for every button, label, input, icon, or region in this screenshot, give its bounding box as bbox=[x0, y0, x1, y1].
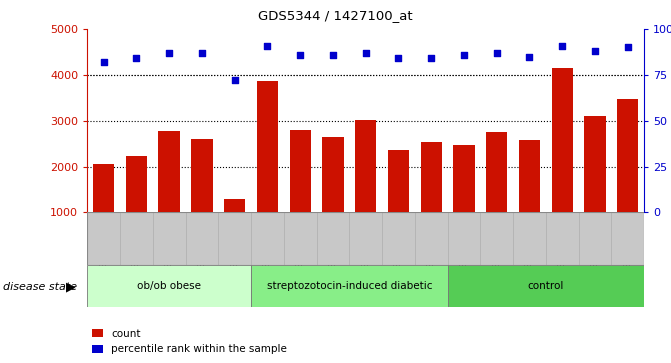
Point bbox=[229, 77, 240, 83]
Bar bbox=[546, 212, 578, 265]
Bar bbox=[153, 212, 185, 265]
Bar bbox=[125, 156, 147, 258]
Bar bbox=[617, 99, 638, 258]
Bar bbox=[158, 131, 180, 258]
Bar bbox=[519, 140, 540, 258]
Bar bbox=[191, 139, 213, 258]
Bar bbox=[322, 137, 344, 258]
Bar bbox=[218, 212, 251, 265]
Bar bbox=[415, 212, 448, 265]
Bar bbox=[611, 212, 644, 265]
Text: disease state: disease state bbox=[3, 282, 77, 292]
Bar bbox=[289, 130, 311, 258]
Point bbox=[524, 54, 535, 60]
Bar bbox=[421, 142, 442, 258]
Bar bbox=[513, 212, 546, 265]
Point bbox=[360, 50, 371, 56]
Text: control: control bbox=[527, 281, 564, 291]
Bar bbox=[350, 212, 382, 265]
Point bbox=[491, 50, 502, 56]
Text: ob/ob obese: ob/ob obese bbox=[137, 281, 201, 291]
Text: streptozotocin-induced diabetic: streptozotocin-induced diabetic bbox=[266, 281, 432, 291]
Bar bbox=[93, 164, 114, 258]
Bar bbox=[454, 145, 474, 258]
Bar bbox=[480, 212, 513, 265]
Bar bbox=[257, 81, 278, 258]
Point bbox=[98, 59, 109, 65]
Bar bbox=[284, 212, 317, 265]
Bar bbox=[448, 212, 480, 265]
Bar bbox=[448, 265, 644, 307]
Point bbox=[623, 45, 633, 50]
Point bbox=[295, 52, 305, 58]
Text: GDS5344 / 1427100_at: GDS5344 / 1427100_at bbox=[258, 9, 413, 22]
Bar bbox=[251, 212, 284, 265]
Bar bbox=[486, 132, 507, 258]
Bar bbox=[120, 212, 153, 265]
Point bbox=[393, 56, 404, 61]
Point bbox=[262, 42, 273, 48]
Bar bbox=[224, 199, 246, 258]
Legend: count, percentile rank within the sample: count, percentile rank within the sample bbox=[93, 329, 287, 354]
Bar bbox=[388, 150, 409, 258]
Bar bbox=[584, 116, 606, 258]
Point bbox=[458, 52, 469, 58]
Point bbox=[327, 52, 338, 58]
Bar bbox=[578, 212, 611, 265]
Bar bbox=[251, 265, 448, 307]
Bar bbox=[185, 212, 218, 265]
Point bbox=[590, 48, 601, 54]
Bar bbox=[355, 120, 376, 258]
Bar bbox=[382, 212, 415, 265]
Point bbox=[164, 50, 174, 56]
Point bbox=[426, 56, 437, 61]
Bar bbox=[317, 212, 350, 265]
Bar bbox=[87, 212, 120, 265]
Point bbox=[197, 50, 207, 56]
Text: ▶: ▶ bbox=[66, 280, 75, 293]
Point bbox=[557, 42, 568, 48]
Point bbox=[131, 56, 142, 61]
Bar bbox=[87, 265, 251, 307]
Bar bbox=[552, 68, 573, 258]
